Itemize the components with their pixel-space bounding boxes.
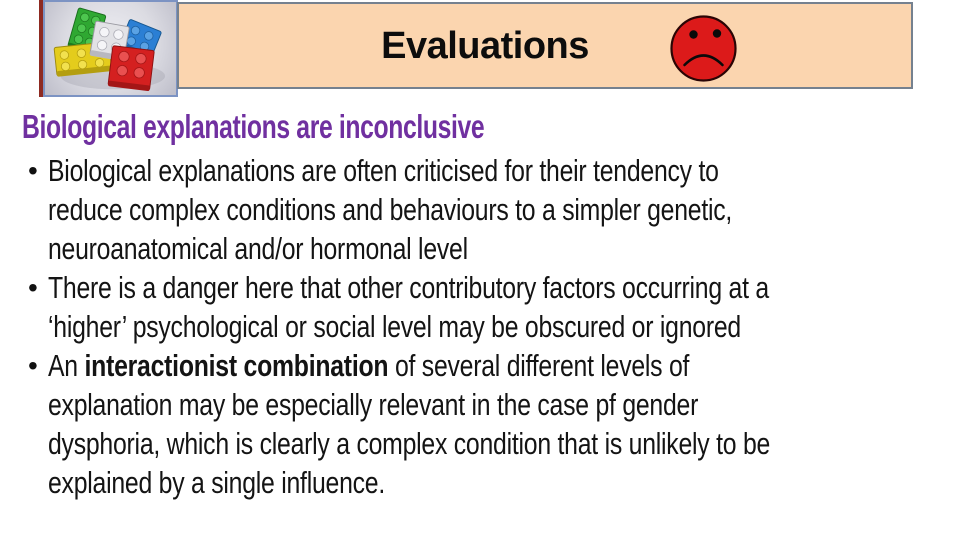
bullet-line-suffix: of several different levels of: [388, 348, 690, 383]
bullet-text: Biological explanations are often critic…: [48, 151, 960, 268]
bullet-line: dysphoria, which is clearly a complex co…: [48, 426, 771, 461]
bullet-text: There is a danger here that other contri…: [48, 268, 960, 346]
header-bar: [177, 2, 913, 89]
bullet-item-1: Biological explanations are often critic…: [28, 151, 958, 268]
sad-face-icon: [670, 15, 737, 82]
lego-blocks-icon: [53, 7, 166, 92]
section-heading: Biological explanations are inconclusive: [22, 108, 485, 145]
bullet-line: reduce complex conditions and behaviours…: [48, 192, 733, 227]
bullet-line: There is a danger here that other contri…: [48, 270, 769, 305]
bullet-text: An interactionist combination of several…: [48, 346, 960, 502]
bullet-line: explained by a single influence.: [48, 465, 386, 500]
bullet-item-2: There is a danger here that other contri…: [28, 268, 958, 346]
bullet-line: explanation may be especially relevant i…: [48, 387, 699, 422]
page-title: Evaluations: [381, 25, 589, 67]
bullet-line: ‘higher’ psychological or social level m…: [48, 309, 741, 344]
lego-blocks-image: [43, 0, 178, 97]
bullet-line: An interactionist combination of several…: [48, 346, 960, 385]
bullet-line-prefix: An: [48, 348, 85, 383]
bullet-line: Biological explanations are often critic…: [48, 153, 719, 188]
bullet-line: neuroanatomical and/or hormonal level: [48, 231, 468, 266]
bullet-item-3: An interactionist combination of several…: [28, 346, 958, 502]
accent-stripe: [39, 0, 43, 97]
bullet-list: Biological explanations are often critic…: [28, 151, 958, 502]
bullet-line-bold-phrase: interactionist combination: [84, 348, 389, 383]
